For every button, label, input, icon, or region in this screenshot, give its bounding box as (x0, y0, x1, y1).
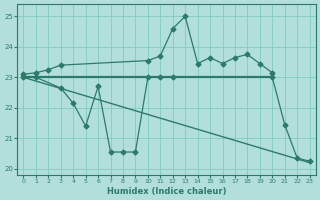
X-axis label: Humidex (Indice chaleur): Humidex (Indice chaleur) (107, 187, 226, 196)
